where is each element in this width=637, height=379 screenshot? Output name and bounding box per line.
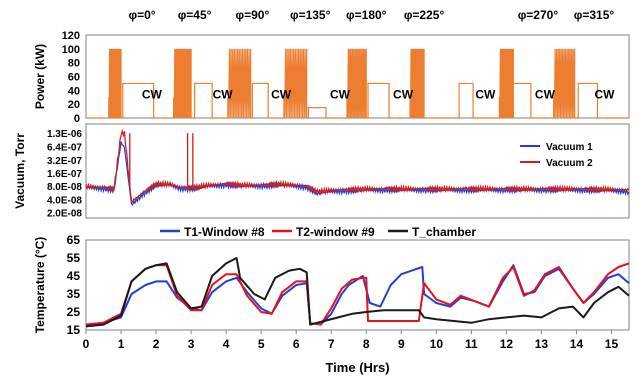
temp-ytick-label: 35: [67, 287, 81, 301]
temp-series-3: [85, 257, 630, 328]
temp-ytick-label: 45: [67, 269, 81, 283]
temp-ytick-label: 55: [67, 251, 81, 265]
phase-label: φ=225°: [404, 8, 445, 22]
phase-label: φ=315°: [574, 8, 615, 22]
temp-series-2: [85, 262, 630, 326]
temp-xtick-label: 6: [293, 337, 300, 351]
temp-xtick-label: 0: [83, 337, 90, 351]
vacuum-ytick-label: 2.0E-08: [47, 209, 82, 220]
cw-annotation: CW: [594, 88, 615, 102]
temp-xtick-label: 1: [118, 337, 125, 351]
vacuum-axis-label: Vacuum, Torr: [13, 133, 27, 209]
cw-annotation: CW: [213, 88, 234, 102]
time-axis-label: Time (Hrs): [325, 360, 389, 375]
temp-xtick-label: 13: [535, 337, 549, 351]
temp-xtick-label: 7: [328, 337, 335, 351]
temp-xtick-label: 9: [398, 337, 405, 351]
phase-label: φ=0°: [129, 8, 156, 22]
vacuum-legend-label: Vacuum 2: [546, 158, 593, 169]
temp-series-1: [85, 264, 630, 326]
temp-xtick-label: 5: [258, 337, 265, 351]
temp-ytick-label: 15: [67, 323, 81, 337]
phase-label: φ=45°: [178, 8, 212, 22]
power-ytick-label: 40: [68, 85, 80, 97]
power-ytick-label: 20: [68, 99, 80, 111]
vacuum-ytick-label: 1.3E-06: [47, 129, 82, 140]
power-ytick-label: 100: [62, 44, 80, 56]
temp-xtick-label: 10: [430, 337, 444, 351]
cw-annotation: CW: [393, 88, 414, 102]
temp-legend-label: T_chamber: [412, 225, 476, 239]
phase-label: φ=90°: [236, 8, 270, 22]
vacuum-ytick-label: 8.0E-08: [47, 182, 82, 193]
power-ytick-label: 0: [74, 113, 80, 125]
panel-frame-2: [85, 123, 630, 219]
phase-label: φ=135°: [290, 8, 331, 22]
vacuum-legend-label: Vacuum 1: [546, 142, 593, 153]
vacuum-ytick-label: 4.0E-08: [47, 195, 82, 206]
phase-label: φ=180°: [346, 8, 387, 22]
cw-annotation: CW: [271, 88, 292, 102]
temp-xtick-label: 3: [188, 337, 195, 351]
panel-frame-3: [85, 239, 630, 331]
vacuum-series-2: [85, 128, 630, 204]
temp-xtick-label: 2: [153, 337, 160, 351]
temp-ytick-label: 25: [67, 305, 81, 319]
power-trace: [86, 48, 629, 119]
vacuum-ytick-label: 6.4E-07: [47, 143, 82, 154]
cw-annotation: CW: [475, 88, 496, 102]
temp-xtick-label: 14: [570, 337, 584, 351]
power-axis-label: Power (kW): [33, 44, 47, 109]
temp-xtick-label: 8: [363, 337, 370, 351]
cw-annotation: CW: [535, 88, 556, 102]
temp-xtick-label: 15: [605, 337, 619, 351]
temp-legend-label: T2-window #9: [296, 225, 375, 239]
cw-annotation: CW: [142, 88, 163, 102]
temp-ytick-label: 65: [67, 233, 81, 247]
cw-annotation: CW: [330, 88, 351, 102]
temp-xtick-label: 12: [500, 337, 514, 351]
power-ytick-label: 80: [68, 58, 80, 70]
phase-label: φ=270°: [518, 8, 559, 22]
power-ytick-label: 120: [62, 30, 80, 42]
temp-xtick-label: 4: [223, 337, 230, 351]
temp-axis-label: Temperature (°C): [33, 237, 47, 334]
temp-xtick-label: 11: [465, 337, 478, 351]
vacuum-ytick-label: 1.6E-07: [47, 169, 82, 180]
vacuum-ytick-label: 3.2E-07: [47, 156, 82, 167]
temp-legend-label: T1-Window #8: [184, 225, 265, 239]
power-ytick-label: 60: [68, 72, 80, 84]
